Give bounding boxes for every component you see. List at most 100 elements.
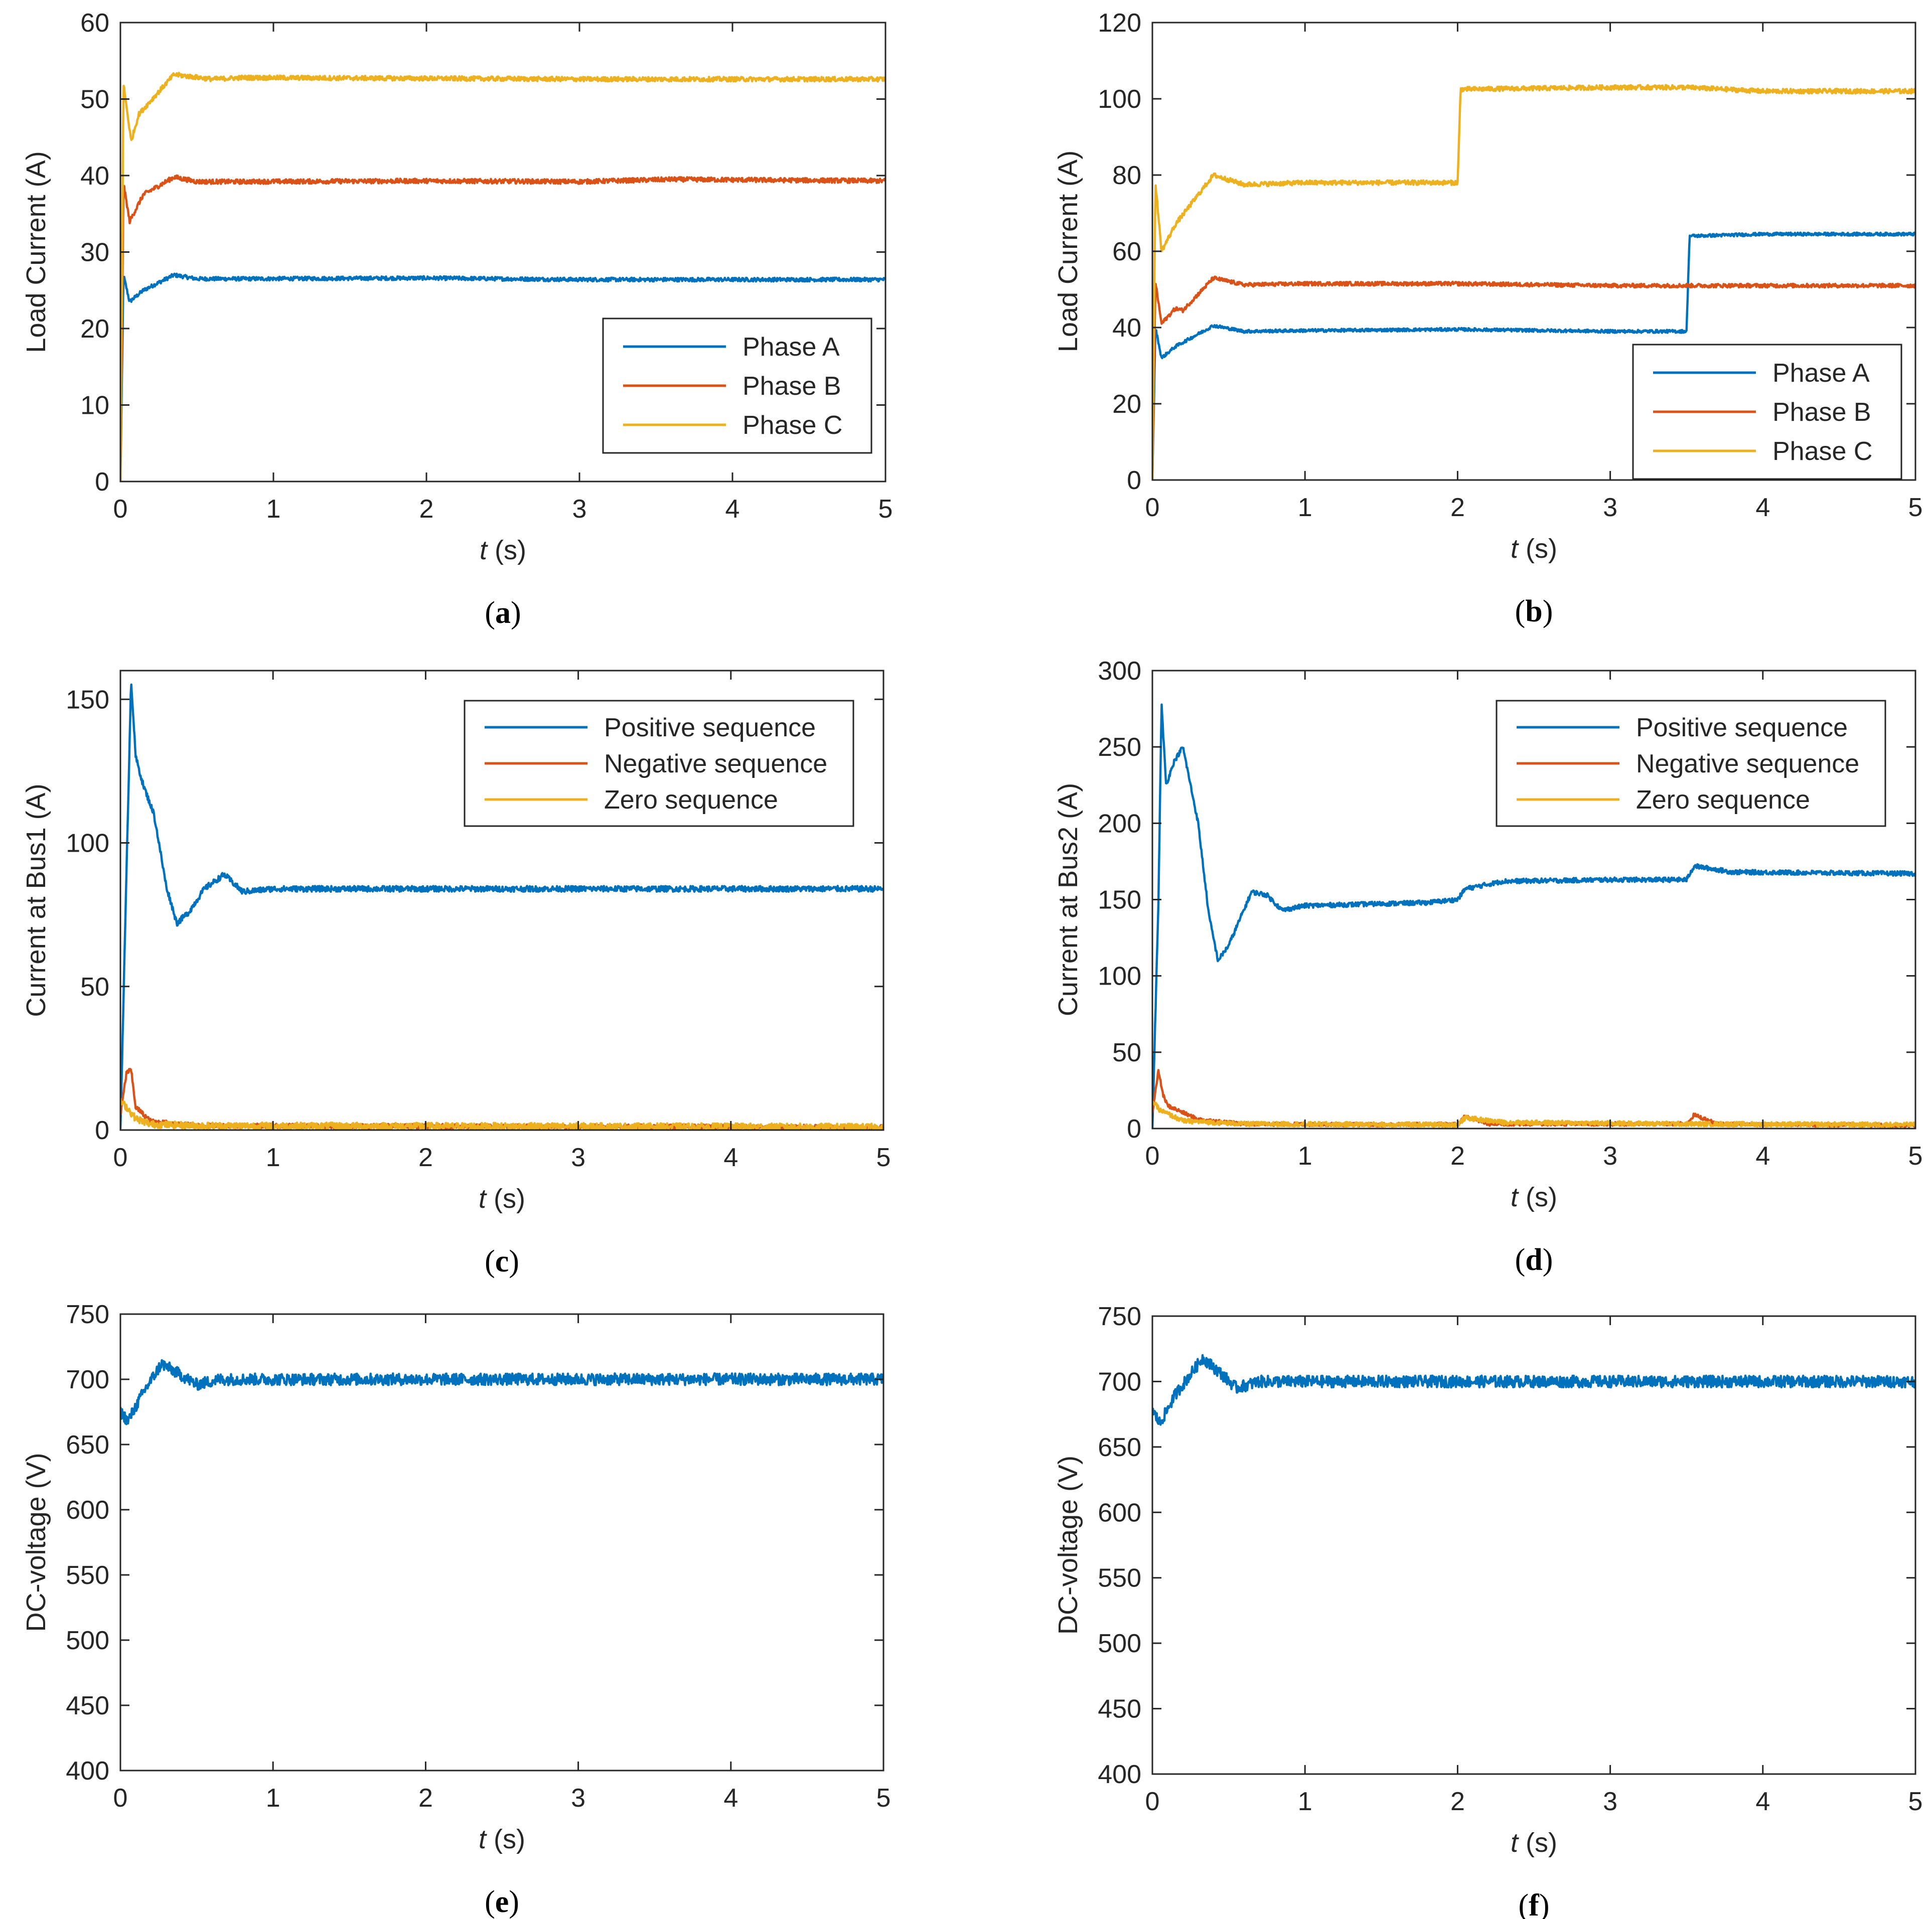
y-tick-label: 100	[1098, 962, 1141, 991]
panel-caption: (e)	[485, 1885, 519, 1919]
y-tick-label: 0	[95, 1116, 109, 1145]
y-tick-label: 700	[66, 1365, 109, 1394]
legend-label: Negative sequence	[1636, 749, 1859, 778]
y-tick-label: 50	[1112, 1038, 1141, 1067]
legend-label: Phase C	[742, 411, 842, 440]
legend: Positive sequence Negative sequence Zero s…	[1496, 700, 1886, 827]
y-tick-label: 300	[1098, 657, 1141, 686]
series-line-phase-c	[120, 72, 885, 481]
y-tick-label: 650	[66, 1430, 109, 1460]
y-tick-label: 40	[1112, 313, 1141, 343]
legend: Phase A Phase B Phase C	[1632, 344, 1902, 480]
traces	[120, 1359, 883, 1425]
series-line-phase-b	[120, 174, 885, 482]
x-tick-label: 3	[1603, 493, 1617, 522]
chart-panel-f: 0 1 2 3 4 5 400 450 500 550 600 650 700 750 t (s) DC-vo…	[1053, 1302, 1922, 1919]
x-axis-label-unit: (s)	[486, 1184, 525, 1214]
x-tick-label: 0	[113, 1143, 128, 1172]
legend-label: Phase C	[1772, 437, 1872, 466]
x-tick-label: 4	[723, 1784, 738, 1813]
y-tick-label: 750	[1098, 1302, 1141, 1331]
x-axis-label: t (s)	[1511, 534, 1557, 564]
y-tick-label: 0	[1127, 466, 1141, 495]
legend: Positive sequence Negative sequence Zero s…	[464, 700, 854, 827]
y-tick-label: 500	[1098, 1629, 1141, 1658]
x-tick-label: 5	[1908, 1787, 1923, 1816]
legend-label: Positive sequence	[1636, 713, 1848, 742]
x-tick-label: 5	[1908, 1142, 1923, 1171]
y-tick-label: 100	[1098, 85, 1141, 114]
x-tick-label: 0	[1145, 1142, 1160, 1171]
x-tick-label: 4	[725, 495, 740, 524]
caption-letter: e	[495, 1885, 509, 1919]
x-tick-label: 3	[571, 1784, 585, 1813]
x-tick-label: 3	[1603, 1142, 1617, 1171]
y-tick-label: 400	[1098, 1760, 1141, 1789]
x-tick-label: 1	[1298, 493, 1312, 522]
x-tick-label: 0	[113, 495, 128, 524]
x-tick-label: 5	[876, 1143, 891, 1172]
series-line-phase-b	[1152, 275, 1915, 480]
x-tick-label: 0	[1145, 493, 1160, 522]
y-tick-label: 20	[1112, 390, 1141, 419]
x-tick-label: 5	[876, 1784, 891, 1813]
x-axis-label: t (s)	[479, 1824, 525, 1854]
x-tick-label: 2	[419, 495, 434, 524]
x-tick-label: 1	[266, 495, 281, 524]
y-tick-label: 10	[80, 391, 109, 420]
y-tick-label: 250	[1098, 733, 1141, 762]
y-tick-label: 60	[80, 9, 109, 38]
chart-panel-b: 0 1 2 3 4 5 0 20 40 60 80 100 120 t (s) Load Current (…	[1053, 9, 1922, 628]
y-tick-label: 30	[80, 238, 109, 267]
x-axis-label-var: t	[480, 535, 488, 565]
y-tick-label: 450	[66, 1691, 109, 1720]
series-line-positive-sequence	[120, 683, 883, 1129]
plot-area	[120, 1314, 883, 1771]
panel-caption: (a)	[485, 596, 521, 630]
x-tick-label: 3	[572, 495, 587, 524]
y-tick-label: 150	[1098, 886, 1141, 915]
series-line-zero-sequence	[120, 1098, 883, 1130]
x-tick-label: 1	[266, 1143, 280, 1172]
x-axis-label: t (s)	[480, 535, 526, 565]
x-tick-label: 4	[723, 1143, 738, 1172]
y-axis-label: DC-voltage (V)	[21, 1453, 51, 1632]
axes-box	[119, 670, 884, 1131]
y-tick-label: 200	[1098, 809, 1141, 838]
x-tick-label: 4	[1755, 493, 1770, 522]
caption-letter: a	[495, 596, 511, 630]
panel-caption: (d)	[1515, 1243, 1553, 1277]
y-tick-label: 750	[66, 1300, 109, 1329]
y-tick-label: 600	[1098, 1498, 1141, 1527]
x-axis-label-var: t	[479, 1184, 487, 1214]
panel-caption: (f)	[1519, 1888, 1550, 1919]
x-axis-label-unit: (s)	[486, 1824, 525, 1854]
x-tick-label: 3	[571, 1143, 585, 1172]
x-axis-label-var: t	[1511, 1828, 1519, 1858]
x-axis-label: t (s)	[1511, 1182, 1557, 1212]
x-tick-label: 0	[113, 1784, 128, 1813]
series-line-dc-voltage	[120, 1359, 883, 1425]
y-tick-label: 60	[1112, 237, 1141, 266]
y-axis-label: Current at Bus2 (A)	[1053, 783, 1083, 1016]
chart-panel-e: 0 1 2 3 4 5 400 450 500 550 600 650 700 750 t (s) DC-vo…	[21, 1300, 890, 1919]
y-tick-label: 450	[1098, 1695, 1141, 1724]
caption-letter: c	[495, 1244, 509, 1278]
x-tick-label: 2	[418, 1143, 433, 1172]
x-axis-label: t (s)	[479, 1184, 525, 1214]
x-tick-label: 2	[1450, 493, 1465, 522]
x-tick-label: 4	[1755, 1142, 1770, 1171]
x-tick-label: 2	[1450, 1787, 1465, 1816]
y-tick-label: 550	[1098, 1564, 1141, 1593]
y-axis-label: DC-voltage (V)	[1053, 1456, 1083, 1635]
axes-box	[1151, 1315, 1916, 1775]
y-tick-label: 0	[95, 467, 109, 497]
traces	[1152, 1354, 1915, 1426]
traces	[120, 683, 883, 1130]
series-line-phase-a	[120, 272, 885, 481]
legend-label: Phase B	[1772, 398, 1871, 427]
panel-caption: (b)	[1515, 594, 1553, 628]
